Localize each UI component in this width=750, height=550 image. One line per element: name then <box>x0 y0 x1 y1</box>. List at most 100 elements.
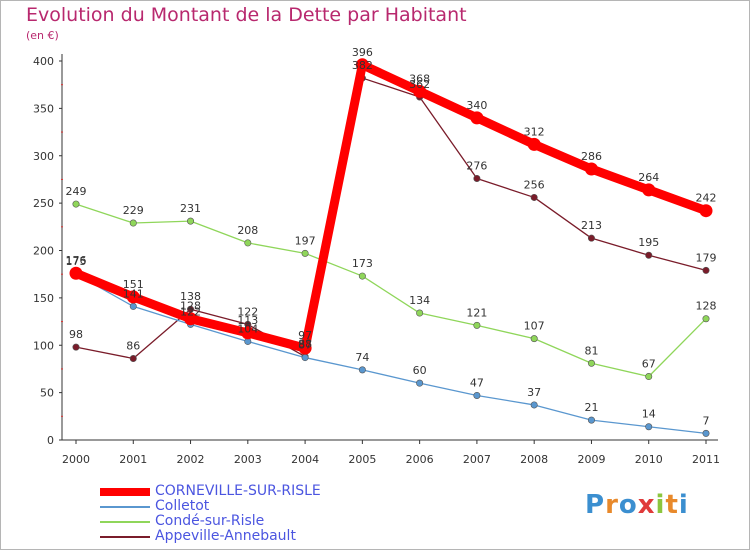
legend-label: Appeville-Annebault <box>155 528 296 544</box>
unit-label: (en €) <box>26 29 59 42</box>
legend-item-conde: Condé-sur-Risle <box>100 513 400 529</box>
data-point <box>530 193 538 201</box>
data-label: 229 <box>123 204 144 217</box>
data-label: 231 <box>180 202 201 215</box>
logo-letter: r <box>605 490 619 520</box>
data-point <box>473 321 481 329</box>
data-label: 128 <box>696 300 717 313</box>
series-cond-sur-risle <box>72 200 710 381</box>
data-label: 362 <box>409 78 430 91</box>
data-label: 256 <box>524 178 545 191</box>
y-tick-label: 300 <box>33 150 54 163</box>
logo-letter: P <box>585 490 606 520</box>
axes: 0 50 100 150 200 250 300 350 400 2000 2001 2002 2003… <box>33 54 720 466</box>
data-point <box>587 359 595 367</box>
series-layer <box>69 58 713 437</box>
data-label: 122 <box>237 305 258 318</box>
data-label: 47 <box>470 376 484 389</box>
data-point <box>645 373 653 381</box>
data-label: 264 <box>638 171 659 184</box>
legend-swatch <box>100 488 150 496</box>
data-label: 37 <box>527 386 541 399</box>
data-label: 173 <box>352 257 373 270</box>
data-label: 98 <box>69 328 83 341</box>
x-tick-label: 2004 <box>291 453 319 466</box>
data-label: 113 <box>237 314 258 327</box>
data-point <box>527 137 541 151</box>
data-point <box>416 379 424 387</box>
y-tick-label: 150 <box>33 292 54 305</box>
logo-letter: x <box>637 490 656 520</box>
x-tick-label: 2007 <box>463 453 491 466</box>
legend-label: Colletot <box>155 498 210 514</box>
data-point <box>129 355 137 363</box>
chart-title: Evolution du Montant de la Dette par Hab… <box>26 4 467 26</box>
x-tick-label: 2003 <box>234 453 262 466</box>
logo-letter: t <box>665 490 679 520</box>
data-labels: 98 86 138 122 88 382 362 276 256 213 195 179 249 229 2… <box>66 46 717 428</box>
data-point <box>470 111 484 125</box>
legend-label: Condé-sur-Risle <box>155 513 265 529</box>
data-point <box>244 239 252 247</box>
data-point <box>187 217 195 225</box>
legend-item-appeville: Appeville-Annebault <box>100 528 400 544</box>
logo-letter: i <box>655 490 666 520</box>
data-point <box>587 234 595 242</box>
data-label: 175 <box>66 255 87 268</box>
data-label: 208 <box>237 224 258 237</box>
logo-letter: i <box>678 490 689 520</box>
y-tick-label: 400 <box>33 55 54 68</box>
proxiti-logo: Proxiti <box>585 490 689 520</box>
legend: CORNEVILLE-SUR-RISLE Colletot Condé-sur-… <box>100 483 400 544</box>
data-label: 81 <box>584 344 598 357</box>
data-label: 213 <box>581 219 602 232</box>
data-point <box>358 272 366 280</box>
data-label: 87 <box>298 339 312 352</box>
data-point <box>355 58 369 72</box>
legend-item-corneville: CORNEVILLE-SUR-RISLE <box>100 483 400 499</box>
data-label: 176 <box>66 254 87 267</box>
data-point <box>126 290 140 304</box>
data-point <box>584 162 598 176</box>
data-label: 14 <box>642 408 656 421</box>
x-tick-label: 2002 <box>177 453 205 466</box>
data-label: 396 <box>352 46 373 59</box>
series-corneville-sur-risle <box>69 58 713 355</box>
data-point <box>699 204 713 218</box>
data-label: 122 <box>180 305 201 318</box>
series-colletot <box>72 270 710 437</box>
legend-swatch <box>100 521 150 523</box>
x-tick-label: 2006 <box>406 453 434 466</box>
legend-label: CORNEVILLE-SUR-RISLE <box>155 483 321 499</box>
series-line <box>75 203 707 378</box>
data-label: 86 <box>126 340 140 353</box>
data-point <box>473 174 481 182</box>
data-label: 382 <box>352 59 373 72</box>
legend-swatch <box>100 536 150 538</box>
x-tick-label: 2009 <box>577 453 605 466</box>
data-point <box>69 266 83 280</box>
data-label: 21 <box>584 401 598 414</box>
data-point <box>413 84 427 98</box>
x-tick-label: 2000 <box>62 453 90 466</box>
x-tick-label: 2011 <box>692 453 720 466</box>
data-label: 179 <box>696 251 717 264</box>
data-point <box>473 391 481 399</box>
data-point <box>530 401 538 409</box>
data-label: 242 <box>696 192 717 205</box>
data-point <box>241 326 255 340</box>
data-label: 249 <box>66 185 87 198</box>
y-tick-label: 100 <box>33 339 54 352</box>
data-label: 121 <box>466 306 487 319</box>
data-point <box>129 219 137 227</box>
data-point <box>702 315 710 323</box>
y-tick-label: 50 <box>40 387 54 400</box>
data-point <box>301 354 309 362</box>
data-label: 104 <box>237 322 258 335</box>
data-label: 74 <box>355 351 369 364</box>
data-label: 276 <box>466 159 487 172</box>
data-label: 88 <box>298 338 312 351</box>
data-point <box>72 200 80 208</box>
data-point <box>298 341 312 355</box>
